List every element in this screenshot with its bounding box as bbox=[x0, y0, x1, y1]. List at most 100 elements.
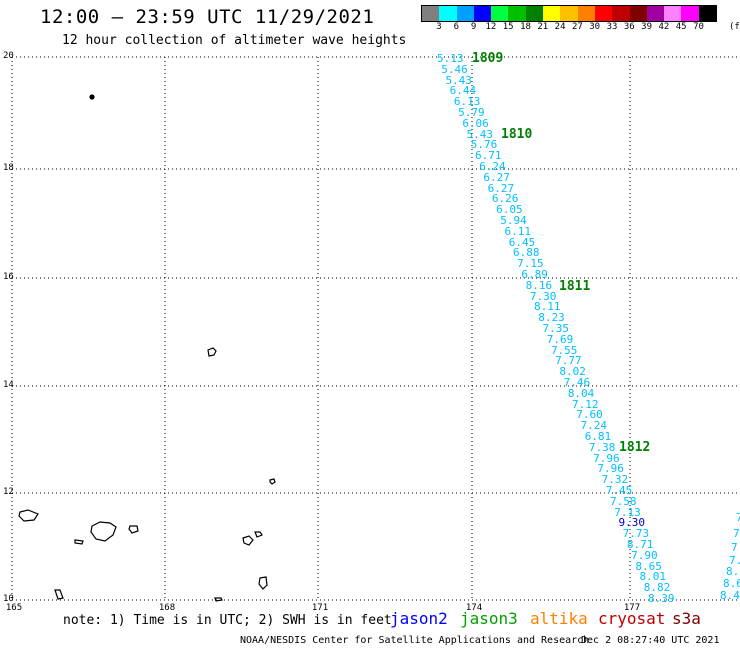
satellite-label-s3a: s3a bbox=[672, 609, 701, 628]
pass-label: 1812 bbox=[619, 440, 651, 455]
wave-height-value: 8.23 bbox=[538, 311, 565, 325]
edge-wave-value: 7 bbox=[736, 511, 740, 524]
island-outline bbox=[128, 525, 139, 534]
island-outline bbox=[89, 94, 95, 100]
wave-height-value: 6.27 bbox=[483, 170, 510, 184]
color-legend-tick: 39 bbox=[641, 22, 653, 32]
latitude-label: 10 bbox=[3, 594, 14, 604]
island-outline bbox=[254, 531, 263, 538]
color-swatch bbox=[439, 6, 457, 21]
pass-label: 1811 bbox=[559, 279, 591, 294]
wave-height-value: 8.04 bbox=[567, 386, 595, 400]
satellite-label-jason3: jason3 bbox=[460, 609, 518, 628]
color-legend-tick: 9 bbox=[470, 22, 477, 32]
wave-height-value: 7.38 bbox=[588, 440, 616, 454]
color-legend-bar bbox=[421, 5, 718, 22]
island-outline bbox=[258, 576, 268, 590]
wave-height-value: 7.12 bbox=[572, 397, 599, 411]
color-swatch bbox=[577, 6, 595, 21]
color-legend-tick: 24 bbox=[554, 22, 566, 32]
wave-height-value: 6.11 bbox=[504, 224, 532, 238]
color-swatch bbox=[422, 6, 440, 21]
satellite-label-altika: altika bbox=[530, 609, 588, 628]
wave-height-value: 6.81 bbox=[584, 430, 612, 443]
wave-height-value: 7.46 bbox=[563, 376, 591, 389]
latitude-label: 20 bbox=[3, 51, 14, 61]
island-outline bbox=[242, 535, 254, 546]
color-legend-tick: 36 bbox=[623, 22, 635, 32]
longitude-label: 177 bbox=[623, 603, 641, 613]
latitude-label: 12 bbox=[3, 487, 14, 497]
pass-label: 1809 bbox=[472, 51, 504, 66]
wave-height-value: 8.16 bbox=[525, 278, 553, 292]
pass-label: 1810 bbox=[501, 127, 533, 142]
satellite-label-cryosat: cryosat bbox=[598, 609, 666, 628]
wave-height-value: 7.45 bbox=[605, 484, 633, 497]
wave-height-value: 5.46 bbox=[441, 62, 468, 76]
wave-height-value: 7.69 bbox=[546, 332, 574, 346]
wave-height-value: 7.24 bbox=[580, 419, 607, 433]
latitude-label: 18 bbox=[3, 163, 14, 173]
wave-height-value: 8.01 bbox=[639, 570, 667, 584]
page-title: 12:00 — 23:59 UTC 11/29/2021 bbox=[40, 6, 375, 28]
wave-height-value: 8.11 bbox=[534, 300, 561, 314]
color-legend-tick: 21 bbox=[537, 22, 549, 32]
island-outline bbox=[214, 597, 223, 602]
wave-height-value: 7.32 bbox=[601, 473, 629, 487]
edge-wave-value: 7. bbox=[729, 554, 740, 567]
wave-height-value: 9.30 bbox=[618, 516, 645, 530]
wave-height-value: 6.06 bbox=[462, 116, 489, 130]
wave-height-value: 8.02 bbox=[559, 365, 586, 379]
island-outline bbox=[90, 521, 117, 542]
color-legend-tick: 33 bbox=[606, 22, 618, 32]
color-swatch bbox=[629, 6, 647, 21]
edge-wave-value: 7. bbox=[731, 541, 740, 554]
edge-wave-value: 8.1 bbox=[726, 565, 740, 578]
color-legend-tick: 70 bbox=[693, 22, 704, 32]
satellite-label-jason2: jason2 bbox=[390, 609, 448, 628]
color-swatch bbox=[560, 6, 578, 21]
color-legend-tick: 6 bbox=[453, 22, 459, 32]
wave-height-value: 7.55 bbox=[550, 343, 578, 357]
credit-date: Dec 2 08:27:40 UTC 2021 bbox=[581, 635, 720, 646]
island-outline bbox=[207, 347, 217, 357]
color-swatch bbox=[594, 6, 613, 21]
wave-height-value: 5.43 bbox=[445, 73, 472, 87]
wave-height-value: 6.44 bbox=[449, 84, 477, 98]
credit-text: NOAA/NESDIS Center for Satellite Applica… bbox=[240, 635, 590, 646]
wave-height-value: 5.76 bbox=[470, 138, 498, 152]
longitude-label: 165 bbox=[5, 603, 23, 613]
wave-height-value: 8.65 bbox=[635, 559, 662, 573]
color-legend-tick: 3 bbox=[436, 22, 442, 32]
color-legend-tick: 12 bbox=[485, 22, 497, 32]
color-swatch bbox=[473, 6, 492, 21]
latitude-label: 16 bbox=[3, 272, 14, 282]
color-swatch bbox=[508, 6, 526, 21]
wave-height-value: 8.82 bbox=[643, 581, 671, 595]
color-legend-tick: 42 bbox=[658, 22, 670, 32]
wave-height-value: 5.13 bbox=[437, 52, 464, 65]
wave-height-value: 7.30 bbox=[529, 289, 557, 303]
color-legend-tick: 30 bbox=[589, 22, 601, 32]
longitude-label: 171 bbox=[311, 603, 329, 613]
map-grid bbox=[11, 56, 740, 601]
wave-height-value: 7.58 bbox=[610, 494, 637, 508]
wave-height-value: 6.71 bbox=[474, 149, 502, 163]
color-swatch bbox=[664, 6, 682, 21]
wave-height-value: 6.05 bbox=[496, 203, 523, 217]
edge-wave-value: 8.4 bbox=[720, 589, 740, 602]
wave-height-value: 6.45 bbox=[508, 235, 536, 249]
island-outline bbox=[74, 539, 84, 545]
wave-height-value: 7.73 bbox=[622, 527, 650, 541]
color-swatch bbox=[612, 6, 630, 21]
wave-height-value: 5.79 bbox=[458, 106, 485, 119]
page-subtitle: 12 hour collection of altimeter wave hei… bbox=[62, 33, 407, 48]
color-swatch bbox=[646, 6, 665, 21]
color-swatch bbox=[491, 6, 509, 21]
color-swatch bbox=[525, 6, 544, 21]
color-swatch bbox=[543, 6, 561, 21]
color-swatch bbox=[456, 6, 474, 21]
color-legend-tick: 18 bbox=[520, 22, 531, 32]
color-swatch bbox=[681, 6, 699, 21]
